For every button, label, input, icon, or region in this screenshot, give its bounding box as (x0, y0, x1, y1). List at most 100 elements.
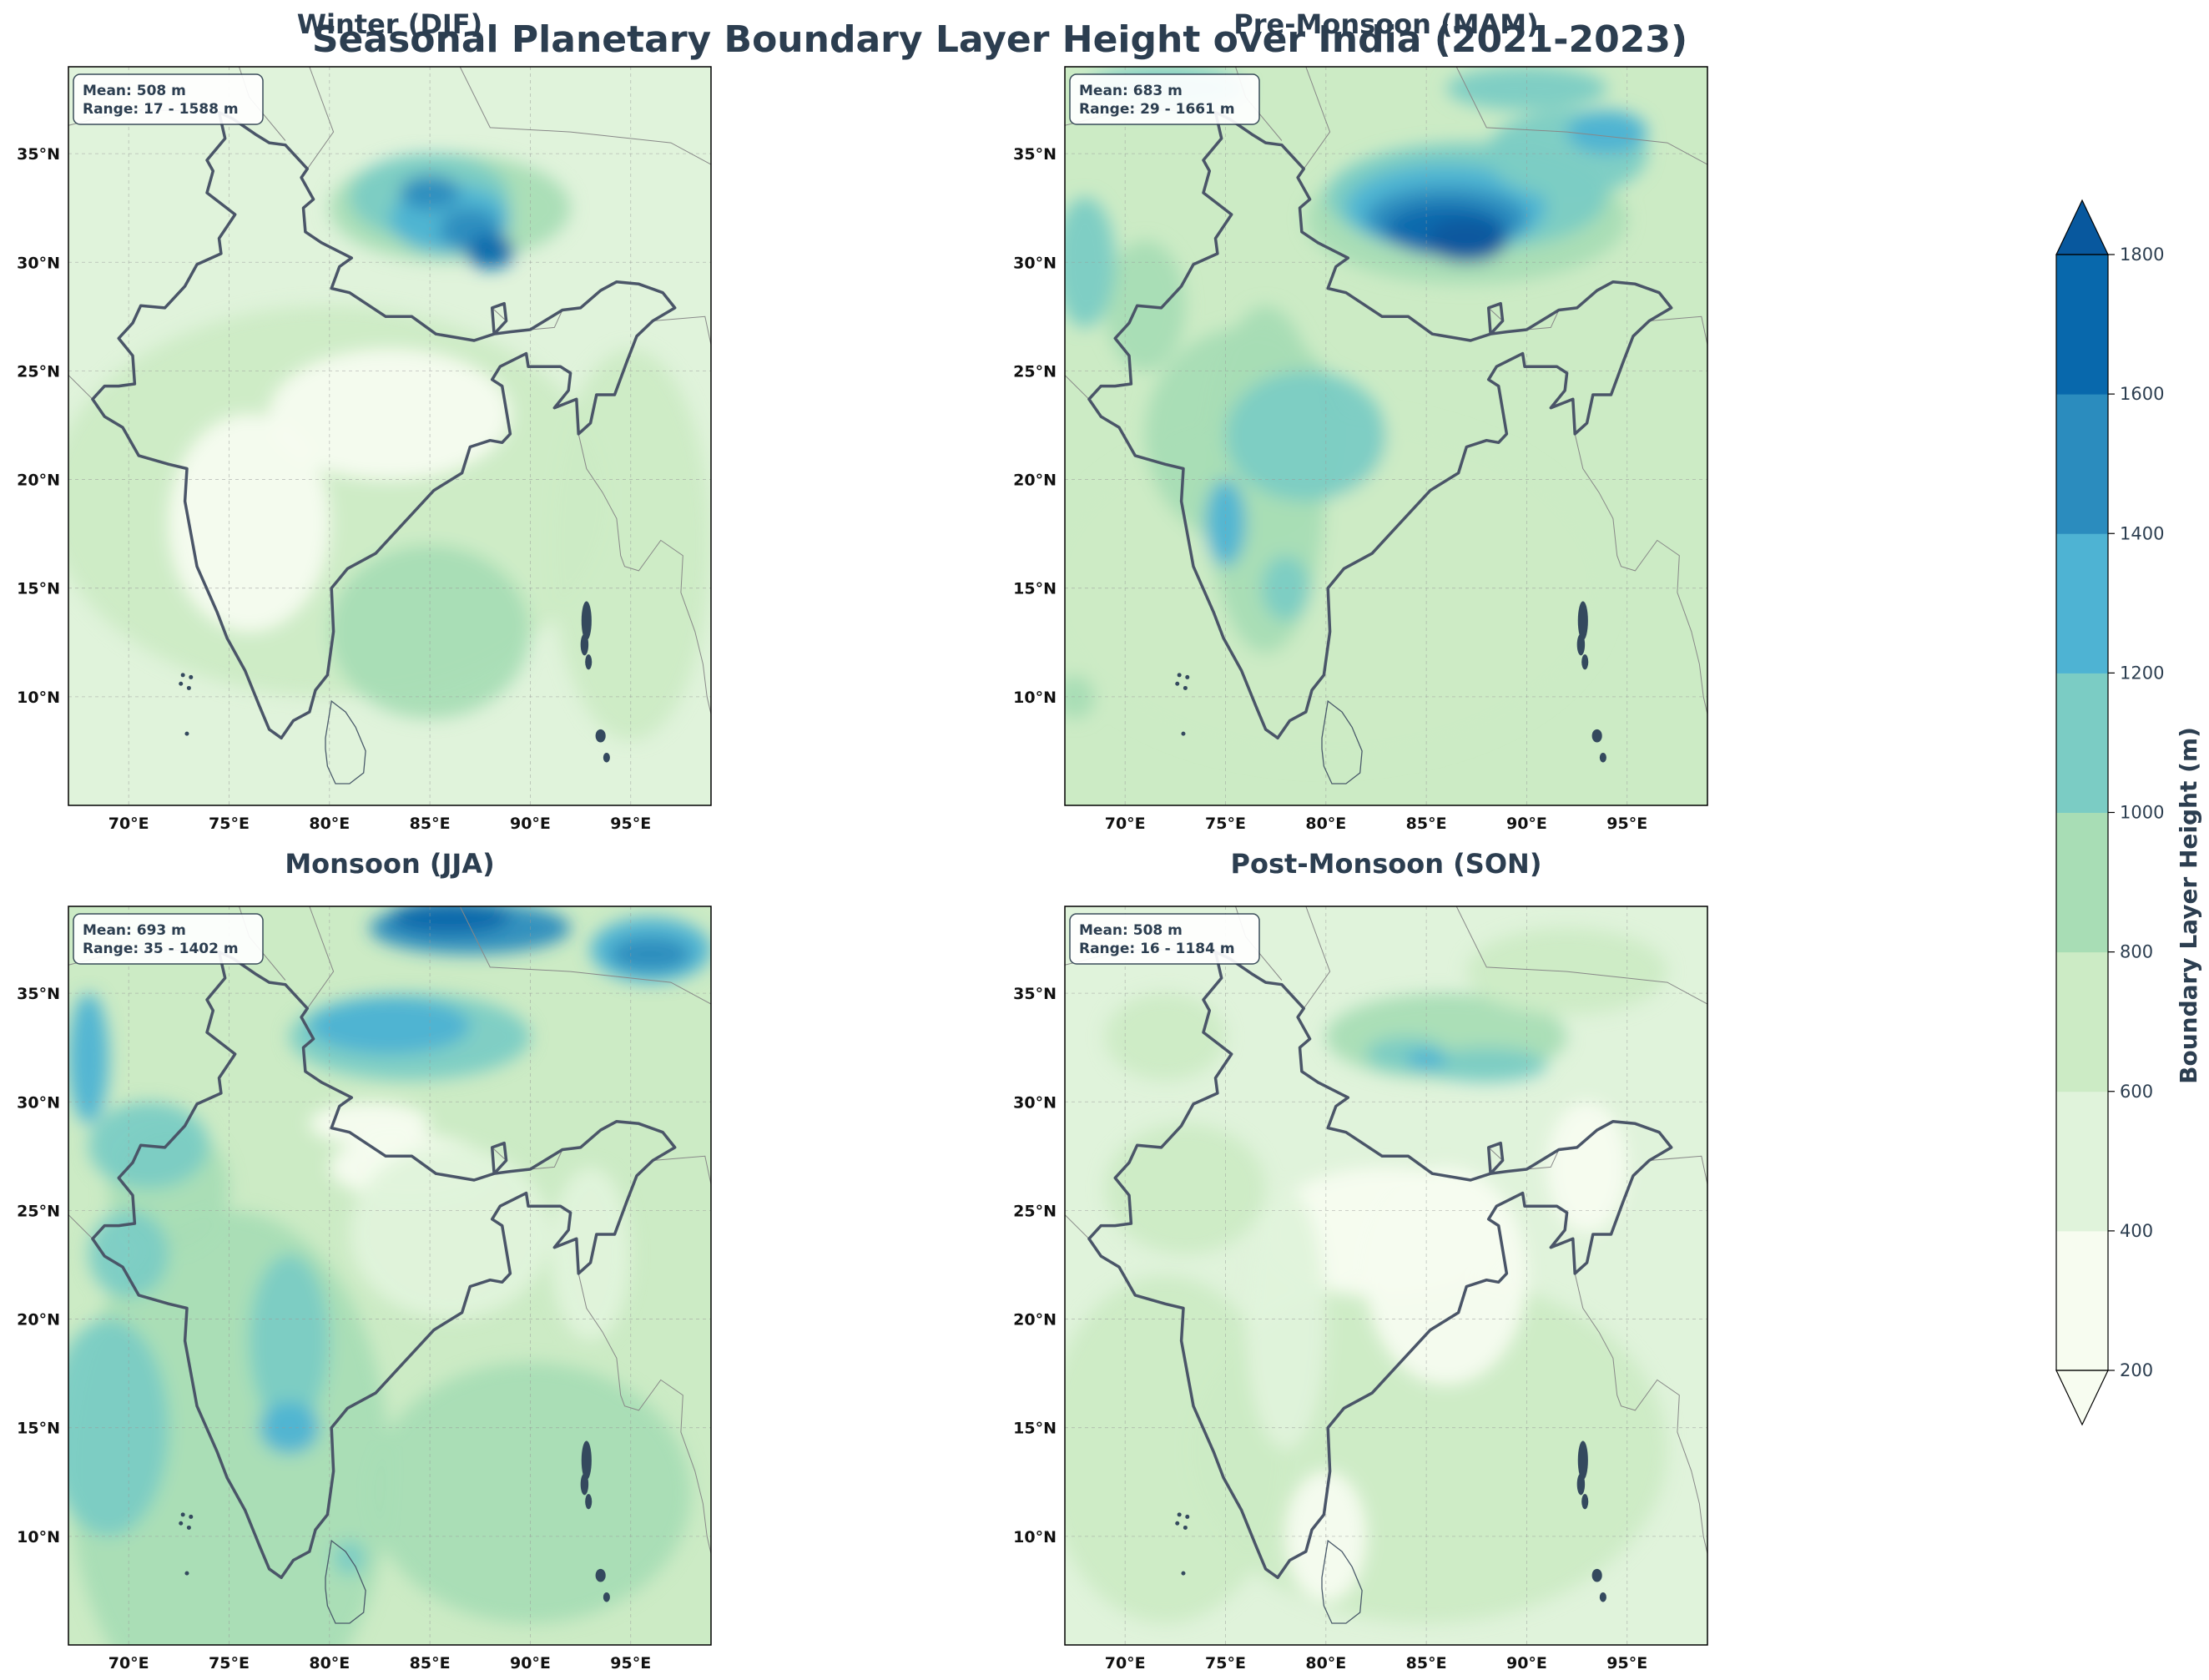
island (1177, 1512, 1182, 1517)
colorbar: 200 400 600 800 1000 1200 1400 1600 1800 (2055, 199, 2164, 1426)
neighbour-border (306, 906, 335, 1009)
lon-tick-label: 90°E (1506, 1654, 1547, 1672)
india-boundary (91, 950, 677, 1580)
island (1577, 1440, 1588, 1481)
island (186, 685, 191, 690)
lat-tick-label: 30°N (17, 254, 60, 272)
stats-box: Mean: 693 m Range: 35 - 1402 m (73, 913, 264, 965)
island (585, 654, 593, 670)
lon-tick-label: 95°E (1606, 815, 1647, 833)
island (1181, 731, 1186, 736)
stat-range: Range: 17 - 1588 m (83, 101, 239, 118)
lat-tick-label: 20°N (17, 1311, 60, 1329)
island (1581, 654, 1589, 670)
island (180, 673, 185, 678)
island (1576, 1473, 1586, 1496)
neighbour-border (1488, 1147, 1503, 1161)
neighbour-border (1488, 307, 1503, 321)
island (180, 1512, 185, 1517)
colorbar-tick-label: 400 (2120, 1221, 2153, 1241)
panel-title-monsoon: Monsoon (JJA) (285, 848, 494, 880)
lon-tick-label: 85°E (1406, 815, 1447, 833)
colorbar-segment (2056, 673, 2108, 813)
neighbour-border (577, 1273, 711, 1554)
map-panel-monsoon: Mean: 693 m Range: 35 - 1402 m 70°E 75°E 80°… (17, 906, 712, 1672)
island (184, 731, 189, 736)
lat-tick-label: 25°N (1013, 1202, 1057, 1220)
neighbour-border (577, 433, 711, 714)
figure-title: Seasonal Planetary Boundary Layer Height… (312, 18, 1687, 61)
colorbar-tick-label: 600 (2120, 1082, 2153, 1102)
stat-mean: Mean: 693 m (83, 922, 186, 939)
map-frame (1064, 906, 1708, 1646)
island (1185, 1514, 1190, 1519)
stat-mean: Mean: 508 m (1079, 922, 1183, 939)
neighbour-border (653, 315, 711, 346)
colorbar-tick-label: 1800 (2120, 245, 2164, 265)
island (1599, 753, 1606, 763)
neighbour-border (1649, 315, 1707, 346)
lon-tick-label: 70°E (108, 815, 149, 833)
neighbour-border (1455, 906, 1707, 1005)
neighbour-border (1303, 67, 1331, 169)
stat-range: Range: 16 - 1184 m (1079, 941, 1235, 957)
lat-tick-label: 20°N (17, 472, 60, 490)
colorbar-tick-label: 1000 (2120, 803, 2164, 823)
colorbar-segment (2056, 951, 2108, 1092)
colorbar-segment (2056, 1230, 2108, 1371)
lon-tick-label: 90°E (510, 815, 551, 833)
lat-tick-label: 15°N (17, 580, 60, 598)
neighbour-border (530, 310, 563, 330)
island (581, 1440, 592, 1481)
island (1177, 673, 1182, 678)
colorbar-extend-min (2055, 1370, 2109, 1426)
neighbour-border (68, 1214, 93, 1239)
lat-tick-label: 30°N (1013, 1093, 1057, 1112)
lon-tick-label: 85°E (410, 815, 451, 833)
neighbour-border (1303, 906, 1331, 1009)
colorbar-extend-max (2055, 199, 2109, 255)
map-frame (68, 66, 712, 806)
stat-range: Range: 29 - 1661 m (1079, 101, 1235, 118)
lat-tick-label: 10°N (17, 689, 60, 707)
lon-tick-label: 75°E (209, 815, 250, 833)
island (581, 601, 592, 641)
lat-tick-label: 35°N (17, 145, 60, 164)
lon-tick-label: 75°E (209, 1654, 250, 1672)
neighbour-border (492, 307, 507, 321)
sri-lanka-coast (325, 699, 366, 785)
island (1576, 633, 1586, 656)
neighbour-border (1649, 1155, 1707, 1185)
map-panel-pre-monsoon: Mean: 683 m Range: 29 - 1661 m 70°E 75°E 80°… (1013, 66, 1708, 833)
colorbar-tick-label: 800 (2120, 942, 2153, 962)
island (1185, 674, 1190, 679)
neighbour-border (1574, 1273, 1707, 1554)
sri-lanka-coast (325, 1539, 366, 1624)
lon-tick-label: 80°E (309, 815, 350, 833)
island (585, 1494, 593, 1510)
lat-tick-label: 15°N (17, 1420, 60, 1438)
lat-tick-label: 25°N (1013, 362, 1057, 381)
panel-title-winter: Winter (DJF) (297, 8, 483, 40)
india-boundary (91, 110, 677, 740)
map-frame (1064, 66, 1708, 806)
stats-box: Mean: 508 m Range: 16 - 1184 m (1069, 913, 1260, 965)
lat-tick-label: 20°N (1013, 472, 1057, 490)
lon-tick-label: 85°E (1406, 1654, 1447, 1672)
neighbour-border (459, 906, 711, 1005)
lon-tick-label: 85°E (410, 1654, 451, 1672)
island (1175, 1521, 1180, 1526)
neighbour-border (1065, 1214, 1090, 1239)
lat-tick-label: 10°N (17, 1528, 60, 1546)
lon-tick-label: 70°E (108, 1654, 149, 1672)
neighbour-border (653, 1155, 711, 1185)
island (603, 753, 610, 763)
colorbar-segment (2056, 394, 2108, 534)
lon-tick-label: 95°E (1606, 1654, 1647, 1672)
island (1599, 1592, 1606, 1602)
island (595, 1568, 606, 1582)
colorbar-segment (2056, 255, 2108, 395)
neighbour-border (306, 67, 335, 169)
island (184, 1571, 189, 1576)
